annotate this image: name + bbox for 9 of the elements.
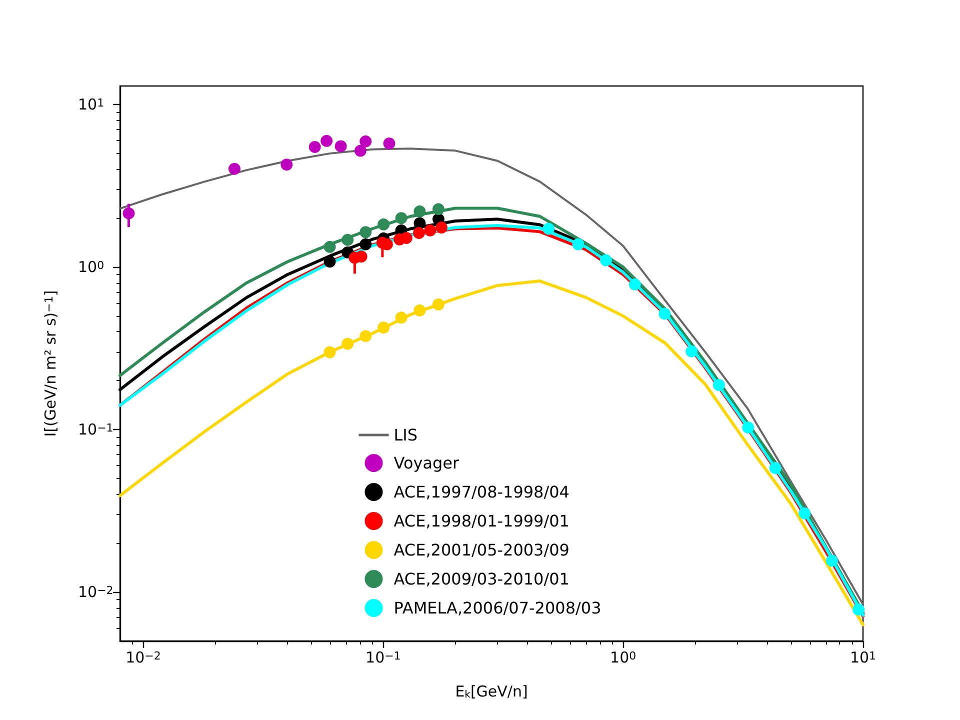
legend-label: ACE,2001/05-2003/09 [394,540,570,560]
legend-label: LIS [394,426,418,444]
y-axis-title: I[(GeV/n m² sr s)−1] [42,290,60,437]
legend-label: ACE,1997/08-1998/04 [394,482,570,502]
legend-label: ACE,2009/03-2010/01 [394,570,570,588]
x-axis-title: Ek[GeV/n] [455,682,528,700]
legend-label: Voyager [394,454,460,472]
legend-label: ACE,1998/01-1999/01 [394,512,570,530]
legend-label: PAMELA,2006/07-2008/03 [394,598,602,618]
